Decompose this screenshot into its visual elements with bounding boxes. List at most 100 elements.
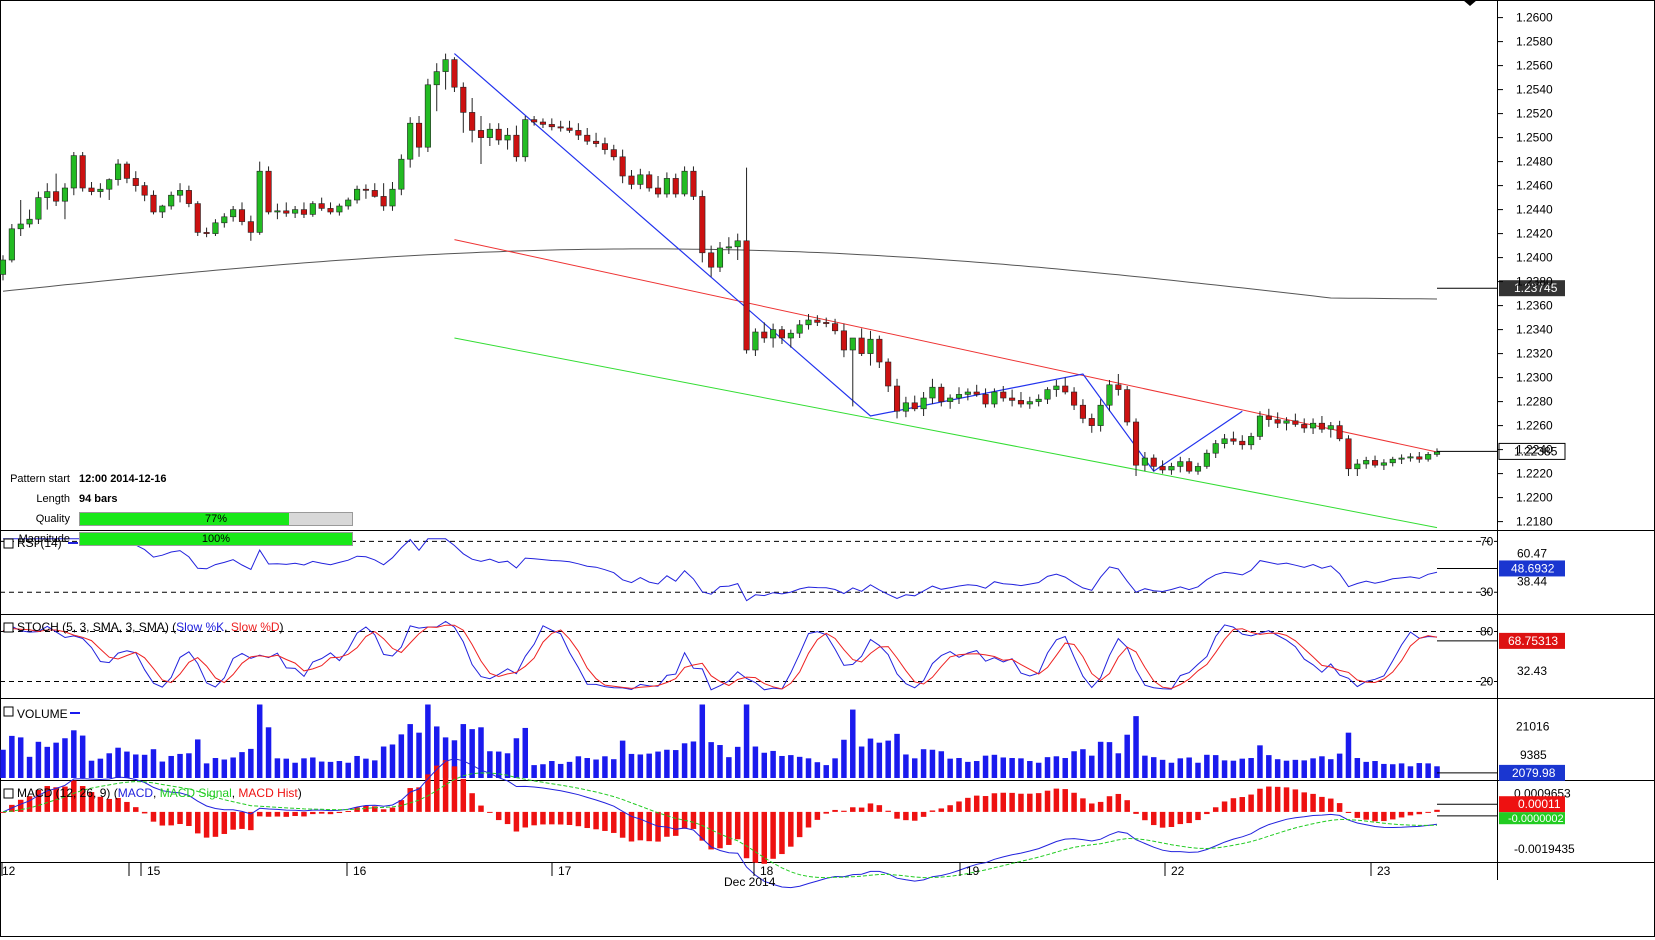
candle-body [1327,425,1334,430]
volume-bar [425,704,431,778]
volume-bar [965,761,971,778]
volume-bar [239,752,245,778]
candle-body [469,112,476,131]
candle-body [646,174,653,189]
macd-hist-bar [549,811,555,825]
macd-hist-bar [726,811,732,845]
volume-bar [460,724,467,778]
channel-lower-line [454,337,1438,529]
candle-body [867,338,874,354]
macd-hist-bar [1071,792,1077,812]
rsi-last-value: 48.6932 [1511,561,1555,575]
macd-hist-bar [1381,811,1387,822]
last-price-box [1498,442,1566,460]
volume-bar [1328,759,1334,778]
macd-hist-bar [186,811,192,826]
macd-hist-bar [991,793,998,812]
macd-hist-bar [265,811,272,817]
candle-body [1186,461,1193,472]
volume-bar [327,761,334,778]
price-tick-label: 1.2560 [1516,59,1553,73]
macd-hist-bar [761,811,768,864]
macd-hist-bar [708,811,714,850]
volume-bar [0,749,6,778]
candle-body [424,84,431,148]
volume-bar [442,737,449,778]
macd-hist-bar [513,811,520,832]
price-tick-label: 1.2600 [1516,11,1553,25]
pattern-length-value: 94 bars [79,493,118,505]
macd-hist-bar [1106,796,1113,812]
macd-hist-bar [1000,792,1007,812]
volume-bar [221,759,228,778]
volume-bar [133,754,139,778]
volume-bar [602,756,608,778]
macd-hist-bar [867,803,874,812]
volume-bar [9,735,15,778]
macd-label-prefix: MACD (12, 26, 9) ( [17,786,118,800]
candle-body [433,71,440,86]
macd-hist-bar [1124,800,1130,812]
macd-hist-bar [752,811,759,863]
volume-bar [248,748,254,778]
pattern-zigzag-line [454,53,1243,473]
candle-body [734,240,741,248]
macd-hist-bar [35,789,42,812]
volume-bar [752,746,759,778]
macd-hist-bar [1283,787,1290,812]
price-tick-label: 1.2340 [1516,323,1553,337]
price-tick-label: 1.2460 [1516,179,1553,193]
macd-hist-label: MACD Hist [238,786,298,800]
macd-hist-bar [903,811,909,821]
volume-bar [79,735,86,778]
rsi-label: RSI (14) [17,536,62,550]
macd-hist-bar [938,808,945,812]
macd-hist-bar [1274,786,1281,812]
macd-hist-bar [1115,793,1122,812]
candle-body [991,391,998,405]
candle-body [1318,422,1325,430]
macd-line [2,758,1438,889]
macd-hist-bar [1204,811,1210,815]
price-tick-label: 1.2500 [1516,131,1553,145]
candle-body [1425,454,1432,460]
macd-hist-bar [522,811,529,828]
volume-bar [549,761,555,778]
macd-hist-bar [451,766,458,812]
macd-close-paren: ) [298,786,302,800]
magnitude-bar-fill [80,533,352,545]
candle-body [477,130,485,138]
macd-hist-bar [885,810,891,812]
macd-hist-bar [159,811,166,826]
macd-hist-bar [168,811,174,826]
candle-body [8,228,15,261]
volume-bar [1195,762,1201,778]
volume-bar [1212,755,1219,778]
candle-body [495,128,502,141]
volume-last-box [1499,764,1565,781]
candle-body [1071,391,1078,406]
macd-hist-bar [690,811,697,829]
macd-hist-bar [1044,790,1051,812]
volume-bar [628,753,635,778]
volume-bar [956,758,962,778]
volume-bar [1124,734,1130,778]
magnitude-bar: 100% [79,532,353,546]
macd-hist-bar [1434,809,1440,812]
volume-bar [947,758,953,778]
candle-body [1079,404,1086,419]
candle-body [1310,422,1317,429]
candle-body [44,191,51,198]
macd-hist-bar [805,811,812,828]
candle-body [486,128,493,138]
macd-hist-bar [97,796,104,812]
candle-body [778,329,786,339]
macd-hist-bar [876,805,883,812]
candle-body [1230,438,1237,442]
macd-hist-bar [487,811,493,813]
macd-hist-bar [133,807,139,812]
volume-bar [318,761,325,778]
candle-body [690,170,697,197]
candle-body [362,188,369,191]
candle-body [1017,400,1025,405]
